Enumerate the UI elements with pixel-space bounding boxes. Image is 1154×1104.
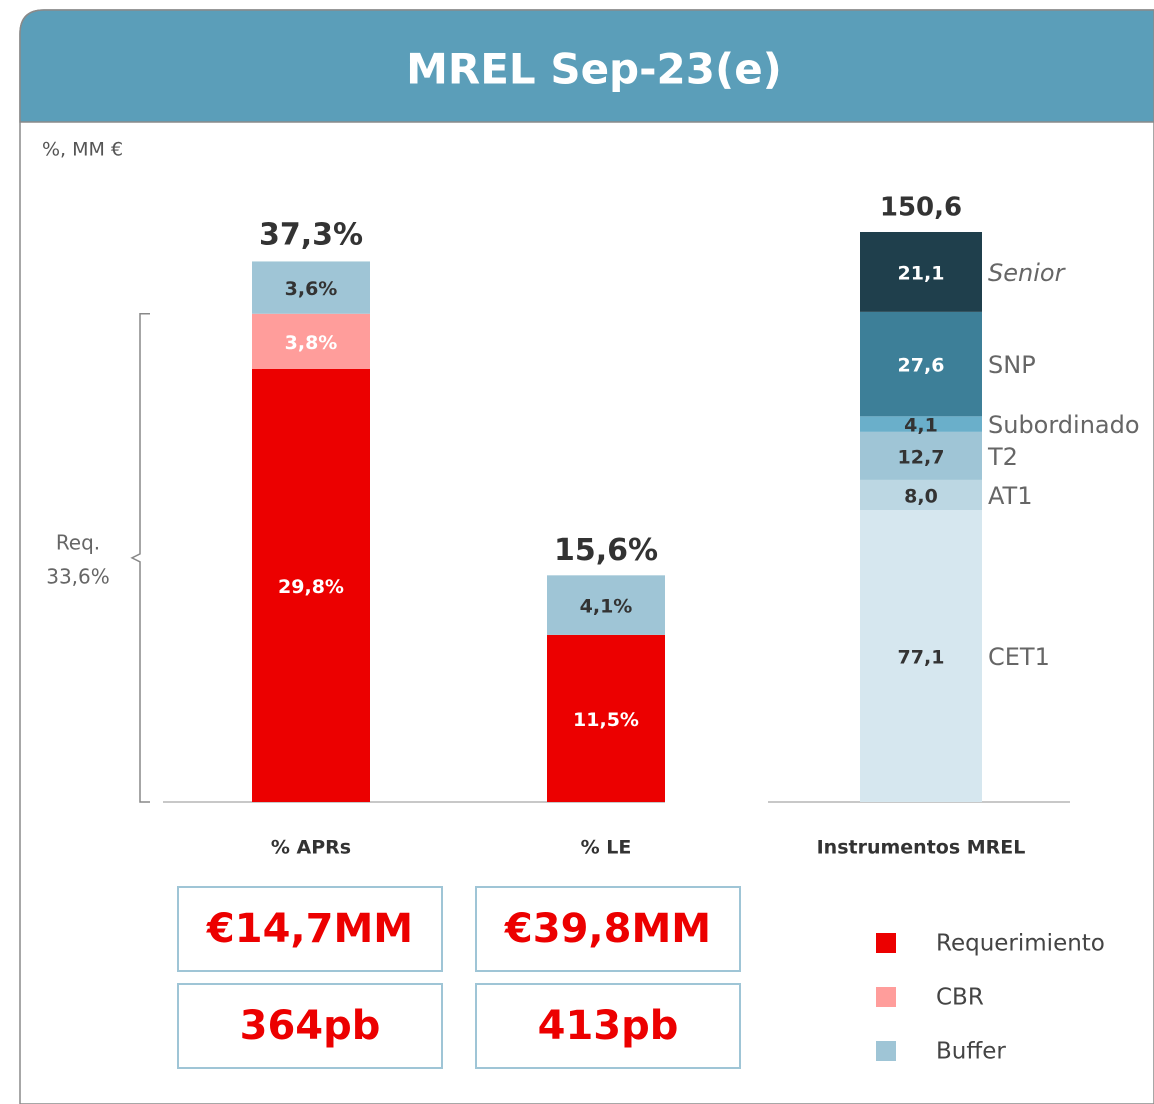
total-label: 150,6 xyxy=(880,193,962,223)
legend-label: Buffer xyxy=(936,1039,1006,1065)
summary-amount: €14,7MM xyxy=(206,906,413,952)
value-label: 77,1 xyxy=(898,647,945,669)
total-label: 15,6% xyxy=(554,533,658,568)
summary-amount: €39,8MM xyxy=(504,906,711,952)
bar-segment xyxy=(547,634,665,802)
total-label: 37,3% xyxy=(259,218,363,253)
bar-segment xyxy=(252,261,370,314)
summary-box xyxy=(177,983,443,1069)
title: MREL Sep-23(e) xyxy=(406,45,782,94)
category-label: % LE xyxy=(581,837,632,859)
bar-segment xyxy=(252,313,370,369)
category-label: Instrumentos MREL xyxy=(817,837,1026,859)
bar-segment xyxy=(860,416,982,432)
value-label: 11,5% xyxy=(573,709,639,731)
bracket-value: 33,6% xyxy=(46,564,110,588)
bar-segment xyxy=(252,368,370,802)
legend-swatch xyxy=(876,1041,896,1061)
summary-box xyxy=(177,886,443,972)
value-label: 29,8% xyxy=(278,576,344,598)
bar-segment xyxy=(860,510,982,802)
bracket-label: Req. xyxy=(56,530,100,554)
summary-spread: 413pb xyxy=(538,1003,679,1049)
legend-label: CBR xyxy=(936,985,984,1011)
legend-swatch xyxy=(876,987,896,1007)
series-label: SNP xyxy=(988,351,1036,379)
series-label: Senior xyxy=(988,259,1067,287)
series-label: Subordinado xyxy=(988,411,1140,439)
series-label: AT1 xyxy=(988,482,1032,510)
value-label: 12,7 xyxy=(898,446,945,468)
bar-segment xyxy=(547,575,665,635)
unit-note: %, MM € xyxy=(42,139,123,161)
legend-swatch xyxy=(876,933,896,953)
value-label: 3,6% xyxy=(285,278,338,300)
summary-box xyxy=(475,983,741,1069)
value-label: 3,8% xyxy=(285,332,338,354)
value-label: 27,6 xyxy=(898,355,945,377)
summary-spread: 364pb xyxy=(240,1003,381,1049)
legend-label: Requerimiento xyxy=(936,931,1105,957)
value-label: 4,1% xyxy=(580,596,633,618)
value-label: 4,1 xyxy=(904,415,938,437)
summary-box xyxy=(475,886,741,972)
bar-segment xyxy=(860,431,982,480)
bar-segment xyxy=(860,232,982,312)
bar-segment xyxy=(860,479,982,511)
value-label: 21,1 xyxy=(898,262,945,284)
series-label: CET1 xyxy=(988,643,1050,671)
value-label: 8,0 xyxy=(904,486,938,508)
bar-segment xyxy=(860,311,982,417)
header-band xyxy=(19,9,1154,123)
category-label: % APRs xyxy=(271,837,351,859)
bracket xyxy=(130,313,150,803)
series-label: T2 xyxy=(987,443,1018,471)
